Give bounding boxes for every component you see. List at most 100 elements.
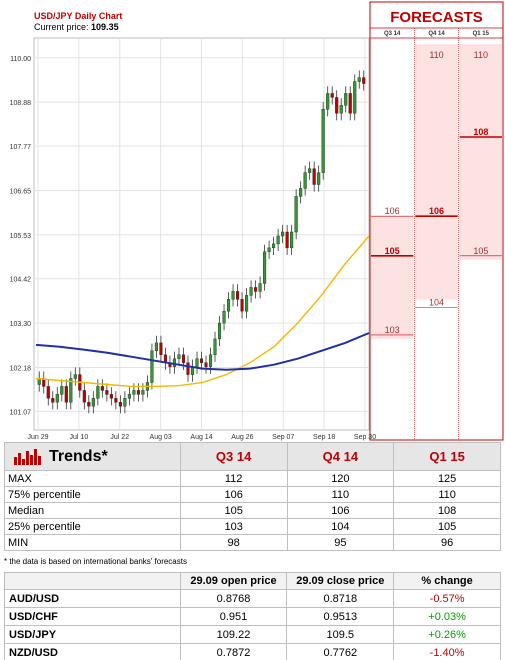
y-tick-label: 104.42 (10, 277, 32, 284)
candle (326, 86, 330, 117)
fx-pair: USD/JPY (4, 625, 181, 644)
fx-change: +0.03% (393, 607, 501, 626)
fx-row: USD/CHF 0.951 0.9513 +0.03% (4, 607, 501, 626)
fx-change: -1.40% (393, 643, 501, 660)
candle-body (118, 402, 122, 407)
candle (335, 90, 339, 121)
trends-row-label: MIN (4, 534, 181, 551)
candle-body (276, 235, 280, 245)
candle-body (330, 93, 334, 98)
candle (290, 224, 294, 255)
y-tick-label: 108.88 (10, 100, 32, 107)
candle-body (195, 358, 199, 367)
fx-row: AUD/USD 0.8768 0.8718 -0.57% (4, 589, 501, 608)
trends-cell: 112 (179, 470, 288, 487)
candle-body (123, 398, 127, 407)
candle (285, 224, 289, 255)
candle-body (240, 299, 244, 312)
candle (267, 240, 271, 259)
candle (204, 355, 208, 374)
candle-body (82, 390, 86, 403)
forecast-col-label: Q3 14 (384, 31, 401, 37)
candle (73, 367, 77, 386)
candle-body (181, 354, 186, 363)
fx-open: 0.7872 (179, 643, 288, 660)
fx-close: 0.7762 (286, 643, 395, 660)
fx-close: 0.9513 (286, 607, 395, 626)
y-tick-label: 106.65 (10, 188, 32, 195)
candle-body (159, 342, 163, 355)
candle (226, 292, 231, 319)
trends-cell: 108 (393, 502, 501, 519)
candle (240, 292, 244, 319)
candle-body (87, 402, 91, 407)
candle (249, 280, 253, 303)
fx-row: USD/JPY 109.22 109.5 +0.26% (4, 625, 501, 644)
candle-body (226, 299, 231, 312)
candle (159, 335, 163, 362)
candle-body (236, 291, 240, 300)
candle (91, 391, 95, 414)
trends-cell: 96 (393, 534, 501, 551)
candle (317, 165, 321, 192)
fx-pair: NZD/USD (4, 643, 181, 660)
fx-row: NZD/USD 0.7872 0.7762 -1.40% (4, 643, 501, 660)
candle (51, 391, 55, 410)
candle-body (317, 172, 321, 185)
candle-body (308, 168, 312, 173)
fx-open: 0.951 (179, 607, 288, 626)
candle (231, 284, 235, 307)
moving-average-line (35, 332, 370, 371)
candle (330, 86, 334, 105)
x-tick-label: Jul 22 (110, 434, 129, 441)
trends-row-label: 25% percentile (4, 518, 181, 535)
candle-body (105, 390, 109, 395)
chart-title: USD/JPY Daily Chart (34, 11, 123, 21)
fx-header-cell: 29.09 close price (286, 572, 395, 590)
candle-body (51, 398, 55, 403)
trends-row: 75% percentile 106 110 110 (4, 486, 501, 503)
candle-body (362, 77, 366, 84)
candle (339, 98, 343, 121)
y-tick-label: 103.30 (10, 321, 32, 328)
forecast-level-label: 110 (474, 50, 488, 60)
candle-body (231, 291, 235, 300)
candle-body (281, 231, 285, 237)
fx-open: 109.22 (179, 625, 288, 644)
x-tick-label: Sep 18 (313, 434, 335, 441)
candle-body (339, 105, 343, 114)
fx-header-cell: % change (393, 572, 501, 590)
candle (60, 379, 64, 402)
candle (353, 74, 357, 121)
forecast-col-label: Q1 15 (473, 31, 490, 37)
trends-title-cell: Trends* (4, 442, 181, 471)
candle (69, 371, 73, 410)
fx-header-cell (4, 572, 181, 590)
candle (258, 276, 262, 299)
y-tick-label: 107.77 (10, 144, 32, 151)
candle-body (217, 322, 222, 340)
forecast-range-band (415, 44, 458, 300)
candle-body (303, 172, 307, 189)
candle (64, 379, 68, 410)
trends-cell: 110 (286, 486, 395, 503)
candle (100, 379, 104, 398)
candle (213, 331, 217, 362)
fx-prices-table: 29.09 open price 29.09 close price % cha… (4, 572, 501, 660)
candle-body (132, 390, 136, 395)
axes: 110.00 108.88 107.77 106.65 105.53 104.42 103.… (10, 56, 377, 441)
trends-cell: 106 (286, 502, 395, 519)
trends-row-label: MAX (4, 470, 181, 487)
bar-chart-icon (14, 448, 41, 465)
trends-cell: 98 (179, 534, 288, 551)
trends-title: Trends* (49, 447, 108, 465)
grid (33, 37, 370, 431)
trends-header-row: Trends* Q3 14 Q4 14 Q1 15 (4, 442, 501, 471)
candle (195, 351, 199, 374)
candle (344, 86, 348, 113)
candle-body (64, 386, 68, 403)
fx-pair: AUD/USD (4, 589, 181, 608)
candle-body (267, 247, 271, 253)
trends-cell: 103 (179, 518, 288, 535)
trends-cell: 105 (179, 502, 288, 519)
